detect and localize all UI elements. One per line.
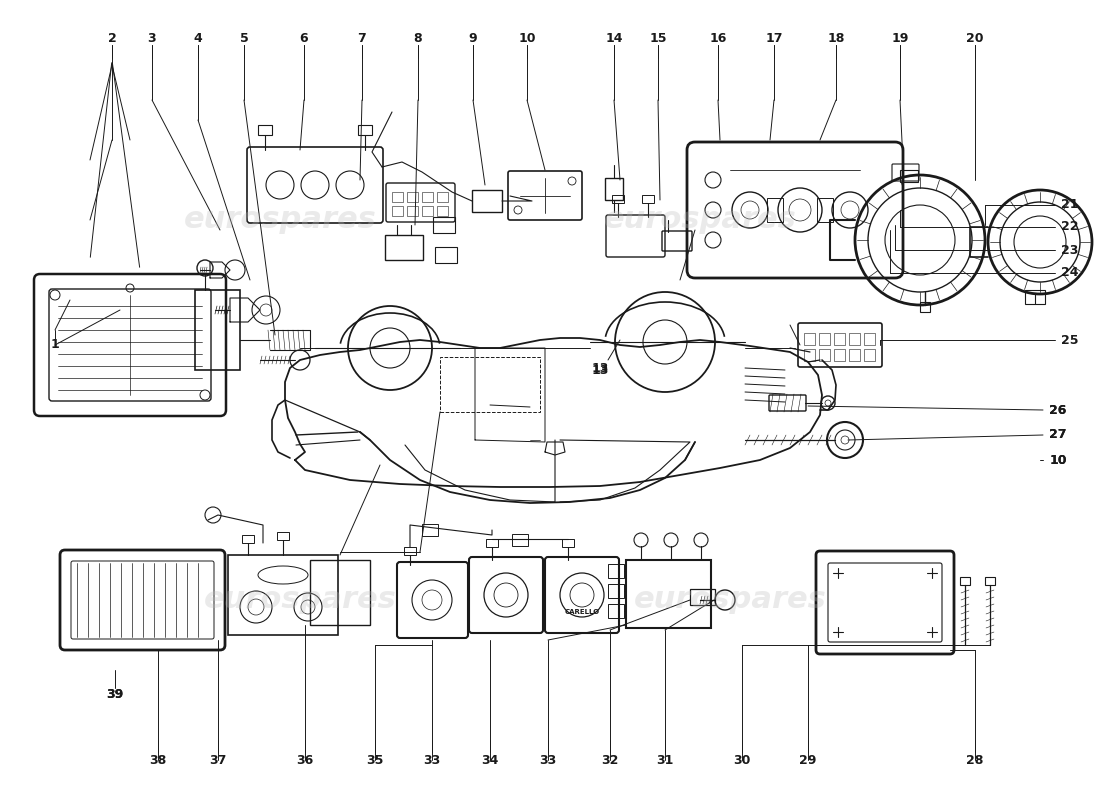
Text: 20: 20 <box>966 31 983 45</box>
Bar <box>385 235 424 260</box>
Bar <box>804 349 815 361</box>
Bar <box>960 577 970 585</box>
Bar <box>849 333 860 345</box>
Bar <box>310 560 370 625</box>
Bar <box>820 333 830 345</box>
Bar <box>642 195 654 203</box>
Text: 28: 28 <box>966 754 983 766</box>
Text: 36: 36 <box>296 754 314 766</box>
Bar <box>864 349 874 361</box>
Bar <box>900 170 918 182</box>
Bar <box>437 192 448 202</box>
Bar <box>817 198 833 222</box>
Text: 34: 34 <box>482 754 498 766</box>
Bar <box>195 290 240 370</box>
Bar <box>258 125 272 135</box>
Text: 18: 18 <box>827 31 845 45</box>
Text: 16: 16 <box>710 31 727 45</box>
Bar <box>804 333 815 345</box>
Text: 39: 39 <box>107 689 123 702</box>
Text: 37: 37 <box>209 754 227 766</box>
Bar <box>767 198 783 222</box>
Bar <box>608 604 624 618</box>
Text: 21: 21 <box>1062 198 1079 211</box>
Bar <box>422 192 433 202</box>
Text: eurospares: eurospares <box>204 586 396 614</box>
Text: 2: 2 <box>108 31 117 45</box>
Bar <box>512 534 528 546</box>
Bar <box>984 577 996 585</box>
Bar <box>834 349 845 361</box>
Text: 35: 35 <box>366 754 384 766</box>
Bar <box>626 560 711 628</box>
Text: 4: 4 <box>194 31 202 45</box>
Text: 10: 10 <box>518 31 536 45</box>
Bar <box>407 206 418 216</box>
Text: 25: 25 <box>1062 334 1079 346</box>
Text: 7: 7 <box>358 31 366 45</box>
Bar <box>849 349 860 361</box>
Bar <box>242 535 254 543</box>
Bar <box>820 349 830 361</box>
Bar <box>690 589 715 605</box>
Bar <box>605 178 623 200</box>
Text: 10: 10 <box>1049 454 1067 466</box>
Text: 38: 38 <box>150 754 166 766</box>
Bar <box>404 547 416 555</box>
Text: 6: 6 <box>299 31 308 45</box>
Text: 3: 3 <box>147 31 156 45</box>
Bar <box>834 333 845 345</box>
Text: 30: 30 <box>734 754 750 766</box>
Text: 13: 13 <box>592 362 608 374</box>
Text: 9: 9 <box>469 31 477 45</box>
Text: 13: 13 <box>592 363 608 377</box>
Bar <box>864 333 874 345</box>
Bar <box>433 217 455 233</box>
Bar <box>608 584 624 598</box>
Text: 15: 15 <box>649 31 667 45</box>
Text: 26: 26 <box>1049 403 1067 417</box>
Bar <box>437 206 448 216</box>
Bar <box>920 302 929 312</box>
Bar <box>486 539 498 547</box>
Text: 17: 17 <box>766 31 783 45</box>
Text: 8: 8 <box>414 31 422 45</box>
Bar <box>440 357 540 412</box>
Bar <box>392 206 403 216</box>
Bar <box>1025 290 1045 304</box>
Bar <box>392 192 403 202</box>
Text: 33: 33 <box>539 754 557 766</box>
Text: eurospares: eurospares <box>634 586 826 614</box>
Text: 31: 31 <box>657 754 673 766</box>
Text: 32: 32 <box>602 754 618 766</box>
Bar <box>434 247 456 263</box>
Text: 33: 33 <box>424 754 441 766</box>
Bar <box>608 564 624 578</box>
Text: eurospares: eurospares <box>184 206 376 234</box>
Text: 27: 27 <box>1049 429 1067 442</box>
Text: CARELLO: CARELLO <box>564 609 600 615</box>
Text: 26: 26 <box>1049 403 1067 417</box>
Text: eurospares: eurospares <box>604 206 796 234</box>
Text: 1: 1 <box>51 338 59 351</box>
Bar <box>422 524 438 536</box>
Bar <box>277 532 289 540</box>
Text: 22: 22 <box>1062 221 1079 234</box>
Text: 5: 5 <box>240 31 249 45</box>
Text: 10: 10 <box>1049 454 1067 466</box>
Text: 23: 23 <box>1062 243 1079 257</box>
Bar <box>562 539 574 547</box>
Text: 19: 19 <box>891 31 909 45</box>
Bar <box>612 195 624 203</box>
Text: 39: 39 <box>107 689 123 702</box>
Bar <box>358 125 372 135</box>
Bar <box>422 206 433 216</box>
Text: 27: 27 <box>1049 429 1067 442</box>
Text: 14: 14 <box>605 31 623 45</box>
Bar <box>407 192 418 202</box>
Bar <box>472 190 502 212</box>
Text: 24: 24 <box>1062 266 1079 279</box>
Text: 29: 29 <box>800 754 816 766</box>
Bar <box>228 555 338 635</box>
